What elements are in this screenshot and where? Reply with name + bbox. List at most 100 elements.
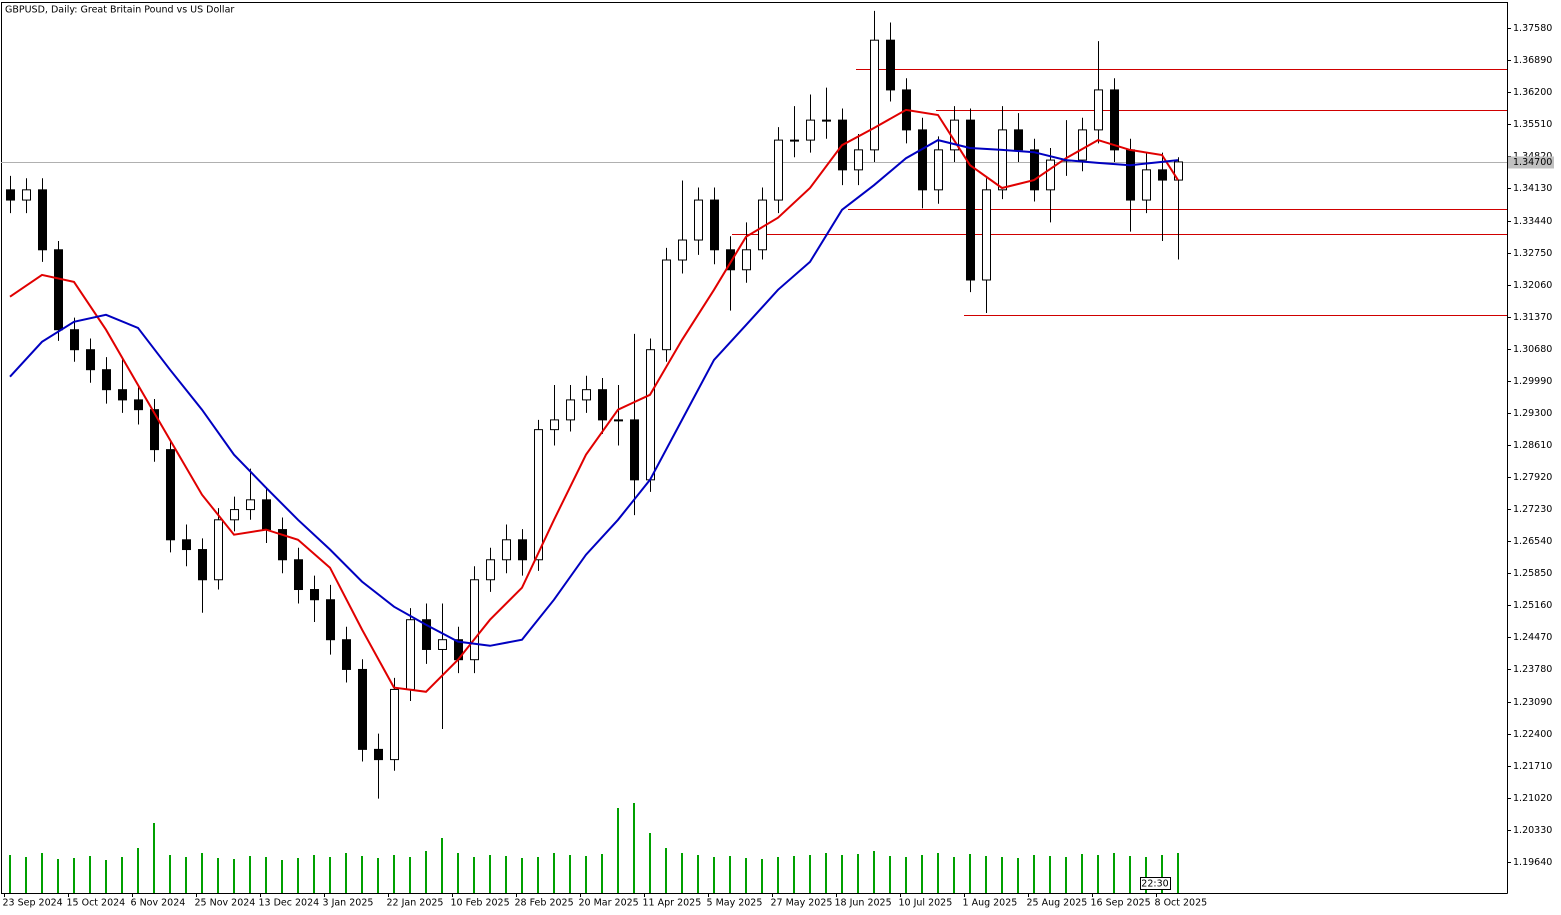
y-tick-label: 1.19640 bbox=[1513, 857, 1552, 868]
y-tick-label: 1.36200 bbox=[1513, 87, 1552, 98]
volume-bar bbox=[1065, 857, 1067, 893]
y-tick-label: 1.31370 bbox=[1513, 312, 1552, 323]
volume-bar bbox=[249, 856, 251, 893]
volume-bar bbox=[601, 854, 603, 893]
y-tick-label: 1.36890 bbox=[1513, 55, 1552, 66]
volume-bar bbox=[905, 857, 907, 893]
volume-bar bbox=[857, 854, 859, 893]
volume-bar bbox=[505, 856, 507, 893]
volume-bar bbox=[665, 848, 667, 893]
volume-bar bbox=[201, 853, 203, 893]
candle-body bbox=[86, 349, 95, 371]
y-tick-label: 1.25160 bbox=[1513, 600, 1552, 611]
volume-bar bbox=[825, 853, 827, 893]
candle-body bbox=[1078, 129, 1087, 161]
y-tick-label: 1.20330 bbox=[1513, 825, 1552, 836]
y-tick-label: 1.23780 bbox=[1513, 664, 1552, 675]
candle-body bbox=[694, 199, 703, 241]
candle-body bbox=[118, 389, 127, 401]
volume-bar bbox=[105, 860, 107, 893]
volume-bar bbox=[377, 858, 379, 893]
volume-bar bbox=[361, 856, 363, 893]
candle-body bbox=[470, 579, 479, 661]
candle-body bbox=[966, 119, 975, 281]
volume-bar bbox=[329, 857, 331, 893]
volume-bar bbox=[137, 848, 139, 893]
volume-bar bbox=[953, 857, 955, 893]
time-label-box bbox=[1140, 877, 1171, 890]
volume-bar bbox=[25, 857, 27, 893]
volume-bar bbox=[1161, 855, 1163, 893]
volume-bar bbox=[921, 855, 923, 893]
candle-body bbox=[374, 748, 383, 761]
volume-bar bbox=[745, 858, 747, 893]
volume-bar bbox=[9, 855, 11, 893]
y-tick-label: 1.21710 bbox=[1513, 761, 1552, 772]
volume-bar bbox=[1017, 858, 1019, 893]
candle-body bbox=[38, 189, 47, 251]
y-tick-label: 1.29300 bbox=[1513, 408, 1552, 419]
candle-body bbox=[550, 419, 559, 431]
x-tick-label: 3 Jan 2025 bbox=[323, 898, 374, 909]
volume-bar bbox=[121, 857, 123, 893]
x-tick-label: 11 Apr 2025 bbox=[643, 898, 702, 909]
x-tick-label: 23 Sep 2024 bbox=[3, 898, 63, 909]
y-tick-label: 1.28610 bbox=[1513, 440, 1552, 451]
volume-bar bbox=[281, 860, 283, 893]
x-tick-label: 22 Jan 2025 bbox=[387, 898, 444, 909]
volume-bar bbox=[41, 853, 43, 893]
moving-average bbox=[9, 108, 1179, 693]
candle-body bbox=[534, 429, 543, 561]
y-tick-label: 1.26540 bbox=[1513, 536, 1552, 547]
volume-bar bbox=[841, 855, 843, 893]
volume-bar bbox=[57, 859, 59, 893]
candle-body bbox=[518, 539, 527, 561]
volume-bar bbox=[697, 855, 699, 893]
volume-bar bbox=[937, 853, 939, 893]
y-tick-label: 1.30680 bbox=[1513, 344, 1552, 355]
volume-bar bbox=[345, 853, 347, 893]
volume-bar bbox=[441, 838, 443, 893]
x-tick-label: 10 Feb 2025 bbox=[451, 898, 510, 909]
bid-label-box bbox=[1508, 156, 1554, 169]
volume-bar bbox=[713, 857, 715, 893]
volume-bar bbox=[425, 851, 427, 893]
y-tick-label: 1.29990 bbox=[1513, 376, 1552, 387]
y-tick-label: 1.25850 bbox=[1513, 568, 1552, 579]
candle-body bbox=[918, 129, 927, 191]
volume-bar bbox=[521, 858, 523, 893]
candle-body bbox=[1030, 149, 1039, 191]
candle-body bbox=[886, 39, 895, 91]
volume-bar bbox=[889, 856, 891, 893]
candle-body bbox=[998, 129, 1007, 191]
candle-body bbox=[790, 139, 799, 142]
volume-bar bbox=[89, 856, 91, 893]
volume-bar bbox=[1033, 855, 1035, 893]
candle-body bbox=[566, 399, 575, 421]
volume-bar bbox=[1113, 853, 1115, 893]
chart-title: GBPUSD, Daily: Great Britain Pound vs US… bbox=[5, 5, 234, 16]
volume-bar bbox=[153, 823, 155, 893]
candle-body bbox=[262, 499, 271, 531]
candle-body bbox=[774, 139, 783, 201]
candle-body bbox=[598, 389, 607, 421]
volume-bar bbox=[1145, 857, 1147, 893]
y-tick-label: 1.23090 bbox=[1513, 697, 1552, 708]
candle-body bbox=[1094, 89, 1103, 131]
candle-body bbox=[182, 539, 191, 551]
candle-body bbox=[310, 589, 319, 601]
candle-body bbox=[614, 419, 623, 422]
candle-body bbox=[358, 668, 367, 750]
y-tick-label: 1.24470 bbox=[1513, 632, 1552, 643]
volume-bar bbox=[169, 855, 171, 893]
volume-bar bbox=[265, 857, 267, 893]
volume-bar bbox=[297, 858, 299, 893]
volume-bar bbox=[969, 854, 971, 893]
candle-body bbox=[678, 239, 687, 261]
candle-body bbox=[1174, 161, 1183, 181]
candle-body bbox=[662, 259, 671, 351]
candle-body bbox=[22, 189, 31, 201]
candle-body bbox=[854, 149, 863, 171]
candle-body bbox=[70, 329, 79, 351]
y-tick-label: 1.27920 bbox=[1513, 472, 1552, 483]
